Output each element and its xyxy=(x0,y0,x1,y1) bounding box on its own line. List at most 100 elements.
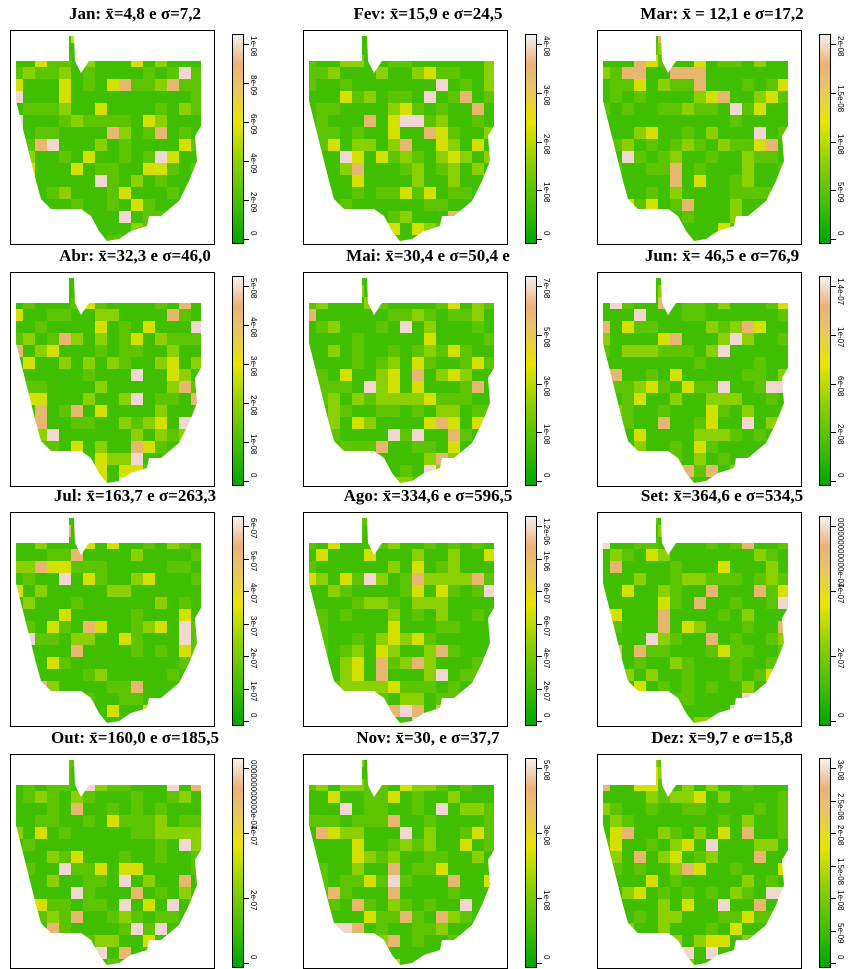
map-cell xyxy=(83,549,95,561)
map-cell xyxy=(309,405,316,417)
map-cell xyxy=(424,537,436,549)
map-cell xyxy=(634,441,646,453)
map-cell xyxy=(155,127,167,139)
map-cell xyxy=(610,585,622,597)
map-cell xyxy=(59,441,71,453)
map-cell xyxy=(730,465,742,477)
map-cell xyxy=(107,309,119,321)
map-cell xyxy=(742,525,754,537)
map-cell xyxy=(16,67,23,79)
map-cell xyxy=(376,345,388,357)
map-cell xyxy=(634,285,646,297)
map-cell xyxy=(790,139,802,151)
map-cell xyxy=(718,36,730,43)
map-cell xyxy=(718,760,730,767)
map-cell xyxy=(622,525,634,537)
map-cell xyxy=(400,705,412,717)
map-cell xyxy=(167,199,179,211)
map-cell xyxy=(352,223,364,235)
map-cell xyxy=(754,151,766,163)
map-cell xyxy=(670,851,682,863)
map-cell xyxy=(496,393,508,405)
map-cell xyxy=(131,561,143,573)
map-cell xyxy=(694,525,706,537)
map-cell xyxy=(167,705,179,717)
map-cell xyxy=(412,537,424,549)
map-cell xyxy=(191,163,201,175)
map-cell xyxy=(167,278,179,285)
map-cell xyxy=(143,609,155,621)
map-cell xyxy=(35,779,47,791)
map-cell xyxy=(83,369,95,381)
map-cell xyxy=(203,657,215,669)
color-scale-ticks: 0 1e-08 3e-08 5e-08 xyxy=(537,758,567,968)
map-cell xyxy=(376,899,388,911)
map-cell xyxy=(682,103,694,115)
map-cell xyxy=(340,947,352,959)
map-cell xyxy=(778,899,788,911)
map-cell xyxy=(484,767,494,779)
map-cell xyxy=(191,693,201,705)
map-cell xyxy=(658,887,670,899)
map-cell xyxy=(790,657,802,669)
map-cell xyxy=(352,36,364,43)
color-scale-ticks: 0 2e-07 4e-07 000000000000e-07 xyxy=(244,758,274,968)
map-cell xyxy=(472,947,484,959)
map-cell xyxy=(424,139,436,151)
map-cell xyxy=(107,791,119,803)
map-cell xyxy=(496,755,508,767)
map-cell xyxy=(309,645,316,657)
map-cell xyxy=(143,357,155,369)
map-cell xyxy=(682,115,694,127)
map-cell xyxy=(730,779,742,791)
map-cell xyxy=(472,103,484,115)
map-cell xyxy=(694,549,706,561)
map-cell xyxy=(35,827,47,839)
map-cell xyxy=(364,199,376,211)
map-cell xyxy=(472,36,484,43)
map-cell xyxy=(59,803,71,815)
map-cell xyxy=(496,815,508,827)
map-cell xyxy=(167,899,179,911)
map-cell xyxy=(706,417,718,429)
map-cell xyxy=(658,537,670,549)
map-cell xyxy=(83,959,95,965)
map-cell xyxy=(376,333,388,345)
map-cell xyxy=(718,79,730,91)
map-cell xyxy=(119,278,131,285)
map-cell xyxy=(742,621,754,633)
map-cell xyxy=(191,923,201,935)
map-cell xyxy=(766,827,778,839)
map-cell xyxy=(35,657,47,669)
map-cell xyxy=(412,935,424,947)
map-cell xyxy=(472,537,484,549)
map-cell xyxy=(706,369,718,381)
map-cell xyxy=(646,669,658,681)
map-cell xyxy=(143,297,155,309)
map-cell xyxy=(718,43,730,55)
map-cell xyxy=(328,381,340,393)
map-cell xyxy=(670,369,682,381)
map-cell xyxy=(622,223,634,235)
map-cell xyxy=(16,803,23,815)
map-cell xyxy=(730,441,742,453)
map-cell xyxy=(376,278,388,285)
map-cell xyxy=(646,163,658,175)
map-cell xyxy=(742,705,754,717)
map-cell xyxy=(364,863,376,875)
map-cell xyxy=(730,573,742,585)
map-cell xyxy=(23,585,35,597)
map-cell xyxy=(364,55,376,67)
map-cell xyxy=(658,767,670,779)
map-cell xyxy=(766,211,778,223)
map-cell xyxy=(16,163,23,175)
map-cell xyxy=(155,139,167,151)
map-cell xyxy=(622,139,634,151)
map-cell xyxy=(766,429,778,441)
map-cell xyxy=(107,585,119,597)
map-cell xyxy=(309,369,316,381)
map-cell xyxy=(634,127,646,139)
map-cell xyxy=(35,935,47,947)
map-cell xyxy=(634,187,646,199)
map-cell xyxy=(179,899,191,911)
